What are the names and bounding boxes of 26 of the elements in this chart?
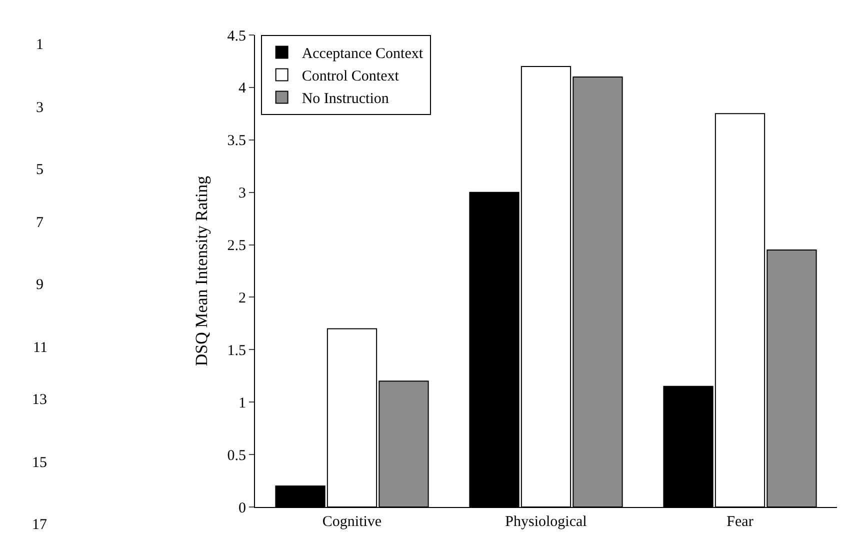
text: 3 <box>36 100 44 116</box>
text: 13 <box>32 392 47 408</box>
legend-label: No Instruction <box>302 91 390 108</box>
text: 15 <box>32 455 47 471</box>
y-tick-label: 0 <box>238 500 246 516</box>
text: 11 <box>33 340 48 356</box>
y-tick-label: 3 <box>238 186 246 202</box>
y-tick-label: 1.5 <box>227 342 246 359</box>
y-tick-label: 3.5 <box>227 133 246 150</box>
y-tick-label: 2 <box>238 290 246 306</box>
text: 17 <box>32 517 48 533</box>
text: 7 <box>36 215 44 231</box>
text: 1 <box>36 37 44 53</box>
y-tick-label: 4 <box>238 80 246 97</box>
y-tick-label: 0.5 <box>227 448 246 464</box>
text: 5 <box>36 162 44 178</box>
x-tick-label: Cognitive <box>322 514 382 530</box>
legend-label: Control Context <box>302 68 400 85</box>
y-tick-label: 4.5 <box>227 28 246 44</box>
legend-label: Acceptance Context <box>302 46 424 62</box>
y-tick-label: 1 <box>238 395 246 412</box>
x-tick-label: Physiological <box>505 514 587 530</box>
y-tick-label: 2.5 <box>227 238 246 254</box>
x-tick-label: Fear <box>726 514 754 530</box>
text: 9 <box>36 277 44 293</box>
y-axis-title: DSQ Mean Intensity Rating <box>192 175 211 366</box>
